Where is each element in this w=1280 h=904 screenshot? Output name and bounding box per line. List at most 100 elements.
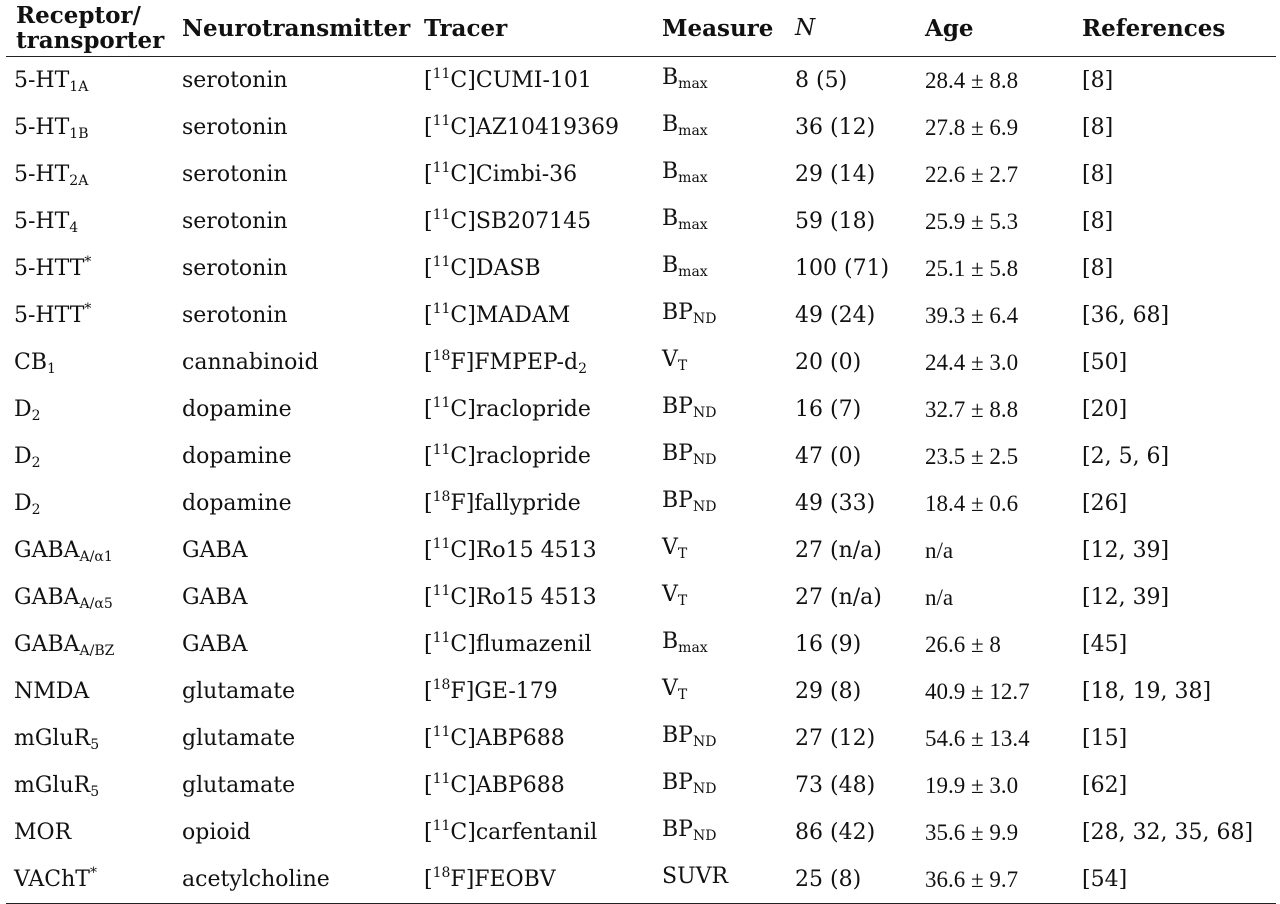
cell-tracer: [11C]CUMI-101 <box>424 66 592 93</box>
cell-measure: VT <box>654 527 787 574</box>
tracer-isotope-mass: 18 <box>432 489 451 505</box>
receptor-subscript: 2 <box>31 455 41 471</box>
cell-references: [28, 32, 35, 68] <box>1082 819 1254 845</box>
cell-n: 16 (9) <box>795 631 862 657</box>
receptor-base: GABA <box>14 538 80 563</box>
cell-receptor: 5-HTT* <box>6 245 174 292</box>
receptor-base: D <box>14 444 32 469</box>
receptor-subscript: A/α5 <box>79 596 113 612</box>
measure-subscript: ND <box>692 498 717 515</box>
cell-neurotransmitter: serotonin <box>182 67 288 93</box>
receptor-subscript: 4 <box>69 220 79 236</box>
cell-measure: Bmax <box>654 245 787 292</box>
receptor-base: GABA <box>14 585 80 610</box>
tracer-isotope-mass: 11 <box>432 724 451 740</box>
cell-tracer: [11C]ABP688 <box>424 724 565 751</box>
cell-age: 32.7 ± 8.8 <box>925 396 1019 422</box>
cell-receptor: D2 <box>6 433 174 480</box>
cell-n: 49 (33) <box>795 490 876 516</box>
measure-base: B <box>662 111 679 137</box>
cell-age: 25.9 ± 5.3 <box>925 208 1019 234</box>
cell-neurotransmitter: serotonin <box>182 208 288 234</box>
tracer-isotope-mass: 11 <box>432 583 451 599</box>
receptor-table-container: Receptor/ transporter Neurotransmitter T… <box>6 0 1276 904</box>
measure-subscript: T <box>677 357 688 374</box>
cell-references: [8] <box>1082 161 1114 187</box>
cell-measure: Bmax <box>654 151 787 198</box>
cell-measure: BPND <box>654 480 787 527</box>
cell-age: n/a <box>925 584 954 610</box>
tracer-element: C <box>450 115 468 140</box>
cell-tracer: [11C]DASB <box>424 254 541 281</box>
measure-subscript: max <box>678 75 708 92</box>
receptor-base: 5-HT <box>14 115 70 140</box>
table-row: D2 dopamine [18F]fallypride BPND 49 (33) 18.4… <box>6 480 1276 527</box>
cell-neurotransmitter: GABA <box>182 584 248 610</box>
measure-base: B <box>662 628 679 654</box>
measure-base: B <box>662 252 679 278</box>
tracer-isotope-mass: 11 <box>432 395 451 411</box>
table-row: MOR opioid [11C]carfentanil BPND 86 (42) 35.6… <box>6 809 1276 856</box>
cell-neurotransmitter: acetylcholine <box>182 866 330 892</box>
measure-base: BP <box>662 769 693 795</box>
tracer-name: CUMI-101 <box>475 68 592 93</box>
cell-tracer: [18F]fallypride <box>424 489 581 516</box>
receptor-subscript: 1 <box>47 361 56 377</box>
measure-base: V <box>662 675 678 701</box>
measure-base: BP <box>662 299 693 325</box>
table-body: 5-HT1A serotonin [11C]CUMI-101 Bmax 8 (5) 28.… <box>6 57 1276 904</box>
cell-neurotransmitter: opioid <box>182 819 251 845</box>
cell-n: 27 (n/a) <box>795 584 882 610</box>
cell-n: 86 (42) <box>795 819 876 845</box>
cell-references: [12, 39] <box>1082 537 1170 563</box>
receptor-subscript: 2A <box>69 173 89 189</box>
tracer-isotope-mass: 18 <box>432 348 451 364</box>
cell-measure: Bmax <box>654 57 787 105</box>
cell-references: [62] <box>1082 772 1128 798</box>
measure-base: B <box>662 205 679 231</box>
cell-n: 27 (12) <box>795 725 876 751</box>
tracer-isotope-mass: 11 <box>432 301 451 317</box>
cell-age: 24.4 ± 3.0 <box>925 349 1019 375</box>
measure-subscript: max <box>678 263 708 280</box>
cell-references: [15] <box>1082 725 1128 751</box>
cell-tracer: [11C]ABP688 <box>424 771 565 798</box>
tracer-isotope-mass: 11 <box>432 113 451 129</box>
cell-measure: Bmax <box>654 104 787 151</box>
cell-neurotransmitter: glutamate <box>182 772 296 798</box>
measure-subscript: T <box>677 592 688 609</box>
receptor-subscript: 2 <box>31 502 41 518</box>
measure-base: BP <box>662 393 693 419</box>
tracer-element: C <box>450 820 468 845</box>
table-row: D2 dopamine [11C]raclopride BPND 16 (7) 32.7 … <box>6 386 1276 433</box>
table-row: NMDA glutamate [18F]GE-179 VT 29 (8) 40.9 ± 1… <box>6 668 1276 715</box>
table-header-row: Receptor/ transporter Neurotransmitter T… <box>6 0 1276 57</box>
receptor-marker: * <box>84 254 92 270</box>
receptor-base: 5-HT <box>14 162 70 187</box>
measure-subscript: max <box>678 639 708 656</box>
cell-neurotransmitter: serotonin <box>182 114 288 140</box>
cell-n: 29 (14) <box>795 161 876 187</box>
receptor-table: Receptor/ transporter Neurotransmitter T… <box>6 0 1276 904</box>
tracer-element: C <box>450 68 468 93</box>
table-row: D2 dopamine [11C]raclopride BPND 47 (0) 23.5 … <box>6 433 1276 480</box>
measure-base: V <box>662 534 678 560</box>
cell-receptor: VAChT* <box>6 856 174 904</box>
tracer-element: C <box>450 162 468 187</box>
header-neurotransmitter: Neurotransmitter <box>182 14 411 42</box>
cell-n: 73 (48) <box>795 772 876 798</box>
cell-references: [12, 39] <box>1082 584 1170 610</box>
cell-neurotransmitter: GABA <box>182 631 248 657</box>
cell-tracer: [18F]FMPEP-d2 <box>424 348 587 377</box>
cell-receptor: mGluR5 <box>6 762 174 809</box>
tracer-isotope-mass: 11 <box>432 771 451 787</box>
tracer-element: C <box>450 209 468 234</box>
measure-base: BP <box>662 440 693 466</box>
cell-receptor: mGluR5 <box>6 715 174 762</box>
cell-tracer: [11C]Ro15 4513 <box>424 583 597 610</box>
tracer-isotope-mass: 11 <box>432 536 451 552</box>
measure-subscript: ND <box>692 451 717 468</box>
tracer-isotope-mass: 11 <box>432 66 451 82</box>
receptor-base: CB <box>14 350 47 375</box>
receptor-subscript: A/α1 <box>79 549 113 565</box>
